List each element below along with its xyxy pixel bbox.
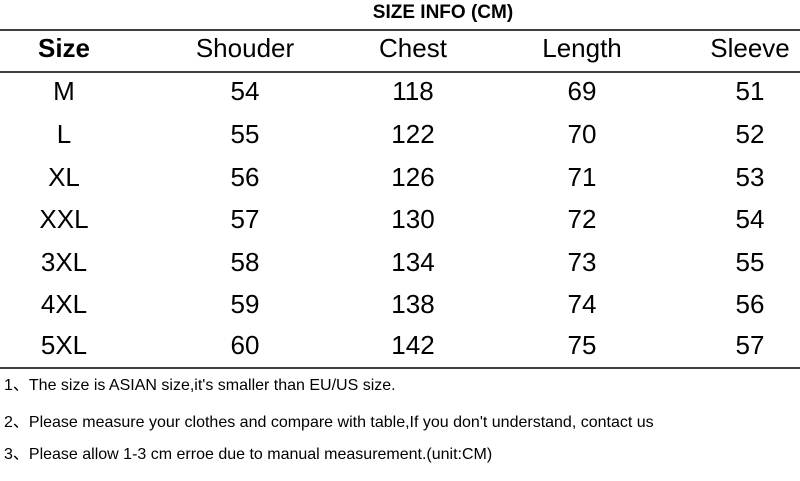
column-header: Chest xyxy=(379,33,448,63)
table-cell: 134 xyxy=(391,247,434,277)
column-header: Shouder xyxy=(196,33,295,63)
table-cell: 126 xyxy=(391,162,434,192)
table-cell: 74 xyxy=(568,289,597,319)
table-cell: 118 xyxy=(392,76,433,106)
table-cell: 60 xyxy=(231,330,260,360)
table-cell: 56 xyxy=(736,289,765,319)
column-header: Sleeve xyxy=(710,33,790,63)
column-header: Length xyxy=(542,33,622,63)
table-cell: 142 xyxy=(391,330,434,360)
table-cell: 56 xyxy=(231,162,260,192)
table-cell: 54 xyxy=(736,204,765,234)
table-cell: 73 xyxy=(568,247,597,277)
table-cell: 122 xyxy=(391,119,434,149)
table-cell: 130 xyxy=(391,204,434,234)
size-label: XL xyxy=(48,162,80,192)
size-label: 3XL xyxy=(41,247,87,277)
size-label: 4XL xyxy=(41,289,87,319)
table-cell: 52 xyxy=(736,119,765,149)
table-cell: 51 xyxy=(736,76,765,106)
table-cell: 72 xyxy=(568,204,597,234)
table-cell: 138 xyxy=(391,289,434,319)
table-cell: 58 xyxy=(231,247,260,277)
table-cell: 55 xyxy=(736,247,765,277)
table-title: SIZE INFO (CM) xyxy=(373,2,513,23)
table-cell: 53 xyxy=(736,162,765,192)
table-cell: 75 xyxy=(568,330,597,360)
table-cell: 59 xyxy=(231,289,260,319)
table-cell: 69 xyxy=(568,76,597,106)
table-cell: 55 xyxy=(231,119,260,149)
table-cell: 54 xyxy=(231,76,260,106)
note: 1、The size is ASIAN size,it's smaller th… xyxy=(4,377,396,394)
note: 3、Please allow 1-3 cm erroe due to manua… xyxy=(4,446,492,463)
column-header: Size xyxy=(38,33,90,63)
table-cell: 57 xyxy=(231,204,260,234)
size-label: L xyxy=(57,119,71,149)
size-label: M xyxy=(53,76,75,106)
table-cell: 57 xyxy=(736,330,765,360)
size-label: 5XL xyxy=(41,330,87,360)
note: 2、Please measure your clothes and compar… xyxy=(4,414,654,431)
table-cell: 71 xyxy=(568,162,597,192)
table-cell: 70 xyxy=(568,119,597,149)
size-label: XXL xyxy=(39,204,88,234)
